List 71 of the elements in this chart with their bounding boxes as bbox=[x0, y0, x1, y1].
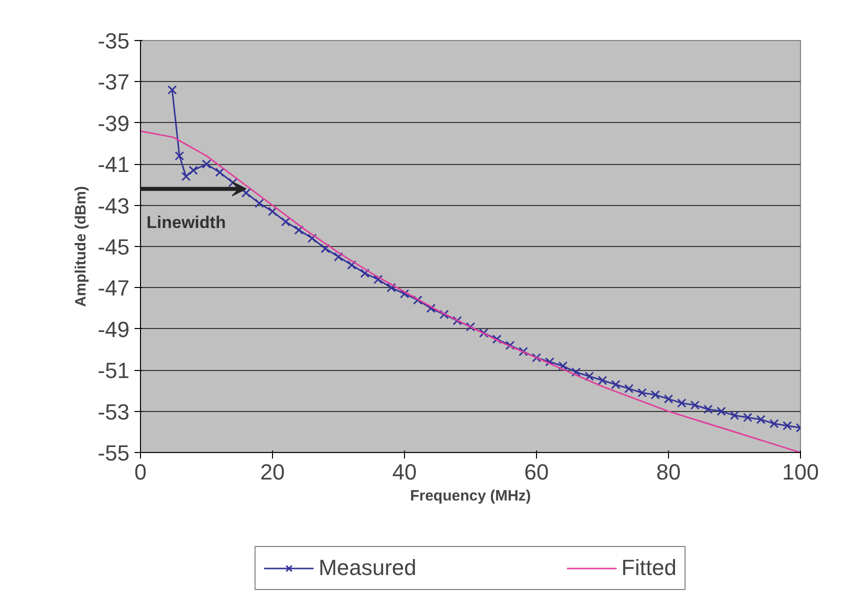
point bbox=[730, 410, 740, 420]
point bbox=[611, 380, 620, 390]
point bbox=[360, 268, 370, 278]
legend-label: Fitted bbox=[621, 555, 676, 581]
y-tick-label: -49 bbox=[98, 316, 130, 342]
x-tick-label: 100 bbox=[782, 460, 819, 484]
x-tick-label: 40 bbox=[392, 460, 417, 484]
point bbox=[637, 388, 647, 398]
y-tick-label: -43 bbox=[98, 193, 130, 218]
annotation: Linewidth bbox=[146, 212, 226, 232]
legend-label: Measured bbox=[318, 555, 416, 581]
point bbox=[479, 328, 488, 338]
point bbox=[426, 304, 436, 313]
point bbox=[545, 357, 554, 366]
point bbox=[769, 419, 779, 428]
x-tick-label: 0 bbox=[134, 460, 147, 484]
point bbox=[518, 346, 528, 356]
point bbox=[168, 85, 177, 95]
point bbox=[571, 368, 581, 377]
point bbox=[268, 206, 278, 216]
point bbox=[624, 384, 634, 394]
x-tick-label: 60 bbox=[524, 460, 549, 484]
y-tick-label: -37 bbox=[98, 70, 130, 95]
point bbox=[347, 260, 356, 270]
x-tick-label: 80 bbox=[656, 460, 681, 484]
y-tick-label: -55 bbox=[98, 440, 130, 466]
point bbox=[650, 390, 660, 400]
point bbox=[505, 340, 515, 350]
point bbox=[532, 353, 542, 362]
point bbox=[598, 376, 608, 386]
y-tick-label: -35 bbox=[98, 28, 130, 54]
point bbox=[334, 252, 344, 262]
point bbox=[703, 404, 713, 414]
point bbox=[400, 289, 410, 299]
y-tick-label: -51 bbox=[98, 358, 130, 384]
y-tick-label: -39 bbox=[98, 110, 130, 136]
point bbox=[294, 225, 304, 235]
point bbox=[756, 414, 766, 424]
point bbox=[782, 421, 792, 430]
point bbox=[466, 322, 476, 332]
point bbox=[386, 283, 396, 292]
point bbox=[241, 188, 251, 198]
x-tick-label: 20 bbox=[260, 460, 285, 484]
point bbox=[188, 166, 198, 175]
y-tick-label: -53 bbox=[98, 399, 130, 424]
point bbox=[452, 316, 462, 326]
point bbox=[413, 295, 422, 305]
point bbox=[373, 274, 383, 284]
point bbox=[320, 244, 330, 254]
y-tick-label: -45 bbox=[98, 234, 130, 260]
x-axis-title: Frequency (MHz) bbox=[410, 488, 531, 504]
point bbox=[181, 172, 191, 182]
point bbox=[690, 400, 700, 410]
point bbox=[215, 168, 224, 177]
point bbox=[677, 398, 686, 408]
point bbox=[664, 394, 674, 404]
point bbox=[743, 412, 752, 422]
y-axis-title: Amplitude (dBm) bbox=[72, 186, 90, 307]
point bbox=[584, 372, 594, 381]
point bbox=[254, 198, 264, 208]
point bbox=[558, 361, 568, 371]
point bbox=[281, 217, 290, 226]
point bbox=[228, 178, 238, 188]
y-tick-label: -41 bbox=[98, 152, 130, 178]
point bbox=[307, 234, 317, 243]
point bbox=[492, 334, 502, 344]
point bbox=[202, 159, 212, 169]
point bbox=[174, 151, 184, 160]
point bbox=[439, 310, 449, 320]
point bbox=[716, 406, 726, 416]
y-tick-label: -47 bbox=[98, 276, 130, 301]
